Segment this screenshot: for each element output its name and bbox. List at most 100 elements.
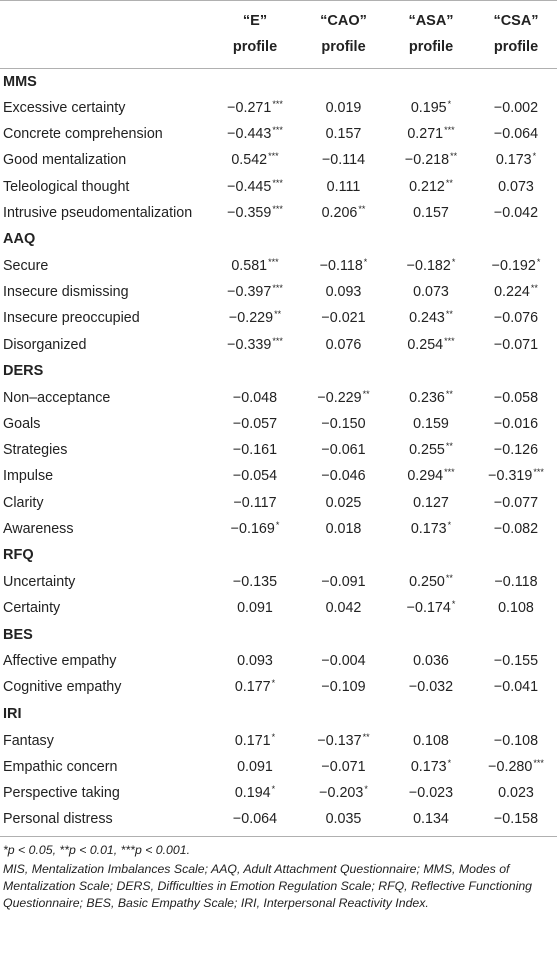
coefficient-value: −0.042 (493, 204, 539, 221)
row-label: Teleological thought (3, 178, 130, 195)
coefficient-value: 0.023 (498, 785, 534, 802)
significance-marker: * (271, 678, 276, 689)
significance-marker: *** (268, 151, 279, 162)
cell-asa-profile: 0.036 (387, 648, 475, 674)
section-row: MMS (0, 68, 557, 95)
coefficient-value: 0.194 (234, 785, 271, 802)
cell-cao-profile: −0.229** (300, 385, 387, 411)
row-label: Fantasy (3, 732, 54, 749)
coefficient-value: 0.042 (325, 600, 362, 617)
cell-csa-profile: 0.224** (475, 279, 557, 305)
coefficient-value: 0.018 (325, 520, 362, 537)
significance-marker: ** (530, 283, 538, 294)
cell-cao-profile: −0.137** (300, 728, 387, 754)
coefficient-value: 0.224 (494, 284, 530, 301)
coefficient-value: 0.108 (498, 600, 534, 617)
coefficient-value: −0.135 (232, 573, 278, 590)
row-label: Perspective taking (3, 785, 120, 802)
cell-csa-profile: 0.023 (475, 780, 557, 806)
coefficient-value: 0.254 (407, 336, 444, 353)
cell-asa-profile: −0.218** (387, 147, 475, 173)
coefficient-value: −0.054 (232, 468, 278, 485)
coefficient-value: 0.173 (495, 152, 532, 169)
coefficient-value: 0.159 (413, 415, 449, 432)
table-row: Goals −0.057 −0.150 0.159 −0.016 (0, 411, 557, 437)
coefficient-value: 0.171 (234, 732, 271, 749)
significance-marker: * (271, 784, 276, 795)
header-rule (0, 68, 557, 69)
cell-asa-profile: 0.108 (387, 728, 475, 754)
coefficient-value: 0.035 (325, 811, 362, 828)
coefficient-value: −0.071 (321, 758, 366, 775)
significance-marker: ** (274, 309, 282, 320)
cell-e-profile: −0.443*** (210, 121, 300, 147)
coefficient-value: −0.016 (493, 415, 539, 432)
cell-asa-profile: 0.250** (387, 569, 475, 595)
cell-cao-profile: 0.157 (300, 121, 387, 147)
coefficient-value: −0.061 (321, 442, 366, 459)
significance-marker: ** (362, 388, 370, 399)
cell-asa-profile: 0.254*** (387, 332, 475, 358)
top-rule (0, 0, 557, 1)
coefficient-value: 0.542 (231, 152, 268, 169)
significance-marker: *** (272, 203, 283, 214)
coefficient-value: −0.280 (488, 758, 533, 775)
section-row: DERS (0, 358, 557, 385)
cell-e-profile: −0.057 (210, 411, 300, 437)
cell-e-profile: −0.064 (210, 806, 300, 832)
section-title: MMS (3, 73, 37, 90)
coefficient-value: 0.212 (409, 178, 445, 195)
coefficient-value: −0.076 (493, 310, 539, 327)
coefficient-value: −0.229 (317, 389, 362, 406)
footnote-abbreviations: MIS, Mentalization Imbalances Scale; AAQ… (3, 862, 533, 910)
cell-asa-profile: 0.127 (387, 489, 475, 515)
row-label: Personal distress (3, 811, 113, 828)
header-asa-profile-line2: profile (408, 39, 454, 55)
cell-csa-profile: −0.158 (475, 806, 557, 832)
row-label: Concrete comprehension (3, 126, 163, 143)
coefficient-value: 0.243 (409, 310, 445, 327)
section-row: BES (0, 621, 557, 648)
section-title: RFQ (3, 547, 34, 564)
coefficient-value: −0.443 (227, 126, 272, 143)
cell-csa-profile: −0.058 (475, 385, 557, 411)
cell-cao-profile: 0.025 (300, 489, 387, 515)
coefficient-value: −0.108 (493, 732, 539, 749)
coefficient-value: 0.093 (237, 653, 273, 670)
coefficient-value: −0.064 (493, 126, 539, 143)
coefficient-value: −0.229 (228, 310, 274, 327)
coefficient-value: −0.161 (232, 442, 278, 459)
cell-cao-profile: −0.114 (300, 147, 387, 173)
section-title: IRI (3, 706, 22, 723)
cell-asa-profile: −0.023 (387, 780, 475, 806)
table-row: Fantasy 0.171* −0.137** 0.108 −0.108 (0, 728, 557, 754)
header-e-profile-line1: “E” (242, 13, 268, 29)
significance-marker: *** (268, 257, 279, 268)
cell-e-profile: −0.229** (210, 305, 300, 331)
cell-e-profile: 0.542*** (210, 147, 300, 173)
significance-marker: *** (272, 283, 283, 294)
significance-marker: ** (445, 572, 453, 583)
table-row: Good mentalization 0.542*** −0.114 −0.218**… (0, 147, 557, 173)
table-row: Cognitive empathy 0.177* −0.109 −0.032 −0.04… (0, 674, 557, 700)
cell-cao-profile: 0.018 (300, 516, 387, 542)
row-label: Awareness (3, 520, 74, 537)
cell-cao-profile: 0.093 (300, 279, 387, 305)
coefficient-value: −0.271 (227, 100, 272, 117)
coefficient-value: −0.158 (493, 811, 539, 828)
cell-cao-profile: −0.109 (300, 674, 387, 700)
cell-e-profile: −0.271*** (210, 95, 300, 121)
coefficient-value: −0.118 (494, 573, 538, 590)
table-body: MMS Excessive certainty −0.271*** 0.019 0.19… (0, 68, 557, 832)
significance-marker: *** (533, 757, 544, 768)
coefficient-value: 0.581 (231, 258, 268, 275)
cell-asa-profile: 0.236** (387, 385, 475, 411)
significance-marker: *** (272, 125, 283, 136)
cell-asa-profile: −0.182* (387, 253, 475, 279)
coefficient-value: −0.032 (408, 679, 454, 696)
header-cao-profile-line2: profile (321, 39, 366, 55)
coefficient-value: 0.019 (325, 100, 362, 117)
header-asa-profile-line1: “ASA” (408, 13, 454, 29)
table-row: Certainty 0.091 0.042 −0.174* 0.108 (0, 595, 557, 621)
coefficient-value: 0.127 (413, 494, 449, 511)
